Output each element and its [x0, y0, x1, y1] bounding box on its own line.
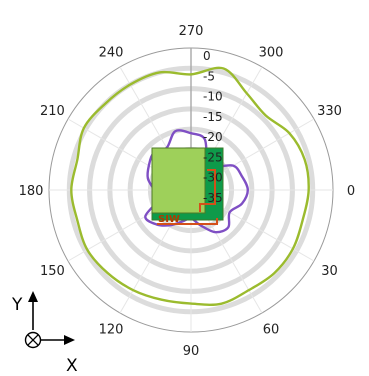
angle-tick-label: 60 — [263, 323, 280, 338]
inset-label: SIW — [158, 214, 180, 225]
radial-tick-label: -20 — [203, 130, 223, 144]
y-arrowhead-icon — [28, 291, 38, 302]
angle-tick-label: 210 — [40, 104, 65, 119]
angle-tick-label: 270 — [179, 24, 204, 39]
radial-tick-label: -10 — [203, 90, 223, 104]
antenna-inset: SIW — [151, 147, 224, 225]
inset-slot-line — [157, 218, 218, 225]
angle-tick-label: 330 — [317, 104, 342, 119]
x-axis-letter: X — [66, 356, 78, 376]
angle-tick-labels: 0 30 60 90 120 150 180 210 240 270 300 330 — [19, 24, 356, 359]
angle-tick-label: 0 — [347, 184, 355, 199]
radial-tick-label: -5 — [203, 69, 215, 83]
radial-tick-label: -15 — [203, 110, 223, 124]
radial-tick-label: 0 — [203, 49, 211, 63]
radial-tick-label: -30 — [203, 171, 223, 185]
inset-board-patch — [151, 147, 206, 214]
angle-tick-label: 120 — [99, 323, 124, 338]
angle-tick-label: 240 — [99, 45, 124, 60]
angle-tick-label: 150 — [40, 264, 65, 279]
inset-feed-line — [199, 169, 216, 212]
angle-tick-label: 300 — [259, 45, 284, 60]
y-axis-letter: Y — [11, 295, 23, 315]
series-line-1 — [70, 66, 310, 306]
radial-tick-label: -35 — [203, 191, 223, 205]
axes-triad: Y X — [11, 291, 78, 376]
radial-tick-label: -25 — [203, 150, 223, 164]
angle-tick-label: 90 — [183, 344, 200, 359]
radial-tick-labels: 0 -5 -10 -15 -20 -25 -30 -35 — [203, 49, 223, 205]
z-cross-b — [27, 334, 39, 346]
x-arrowhead-icon — [64, 335, 75, 345]
angle-tick-label: 180 — [19, 184, 44, 199]
angle-tick-label: 30 — [321, 264, 338, 279]
